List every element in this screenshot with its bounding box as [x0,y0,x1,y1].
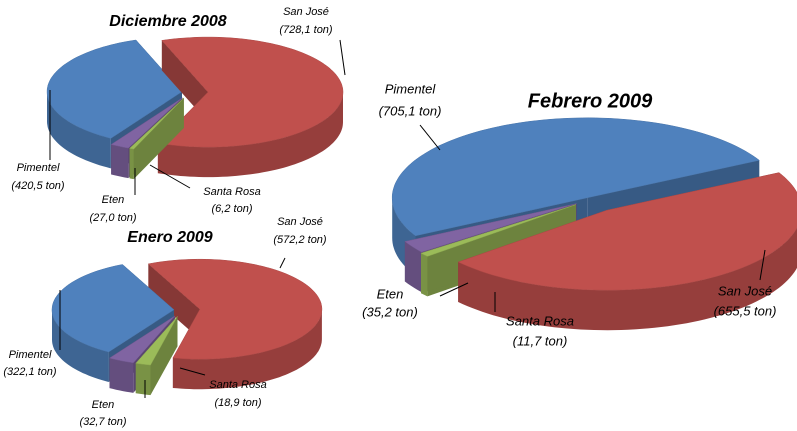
slice [51,264,175,353]
slice [457,172,797,291]
slice-value-label: (18,9 ton) [214,397,261,409]
slice-wall [111,144,129,179]
slice [110,97,183,149]
slice-value-label: (27,0 ton) [89,212,136,224]
slice-label: Santa Rosa [209,379,266,391]
slice [391,117,760,237]
slice-label: Pimentel [9,349,52,361]
slice [108,315,176,364]
slice [135,316,178,366]
slice-value-label: (6,2 ton) [212,203,253,215]
slice-label: Eten [377,286,404,301]
leader-line [439,282,469,297]
leader-line [149,164,191,189]
slice [129,97,184,150]
leader-line [339,39,346,76]
slice [46,39,183,139]
slice-label: San José [277,216,323,228]
slice [147,258,323,360]
leader-line [279,257,286,269]
slice-value-label: (11,7 ton) [513,333,568,348]
slice-label: Santa Rosa [203,186,260,198]
slice-label: Santa Rosa [506,313,574,328]
slice-wall [157,92,343,178]
slice-value-label: (705,1 ton) [379,103,442,118]
slice-wall [129,148,134,180]
slice-value-label: (728,1 ton) [279,24,333,36]
slice-value-label: (572,2 ton) [273,234,327,246]
slice-label: Pimentel [385,81,437,96]
leader-line [179,367,206,376]
slice-wall [135,363,151,396]
slice-wall [172,309,322,390]
leader-line [419,124,441,151]
slice-wall [404,241,422,293]
slice-label: Pimentel [17,162,60,174]
slice-side [161,40,208,123]
slice-value-label: (420,5 ton) [11,180,65,192]
slice-wall [52,309,109,382]
slice [404,203,577,253]
slice-wall [109,358,134,393]
slice-wall [47,91,111,169]
slice [420,204,577,257]
slice-label: San José [718,283,772,298]
slice-wall [421,253,428,297]
slice-label: San José [283,6,329,18]
leader-line [759,249,766,281]
chart-title: Enero 2009 [127,229,212,246]
slice-value-label: (32,7 ton) [79,416,126,428]
slice-side [148,263,200,340]
slice-value-label: (35,2 ton) [362,304,418,319]
slice-label: Eten [102,194,125,206]
slice-wall [458,227,797,331]
slice-label: Eten [92,399,115,411]
slice [157,36,344,148]
slice-side [129,98,184,179]
slice-value-label: (655,5 ton) [714,303,777,318]
slice-value-label: (322,1 ton) [3,366,57,378]
chart-title: Diciembre 2008 [109,13,227,30]
chart-title: Febrero 2009 [528,90,653,112]
